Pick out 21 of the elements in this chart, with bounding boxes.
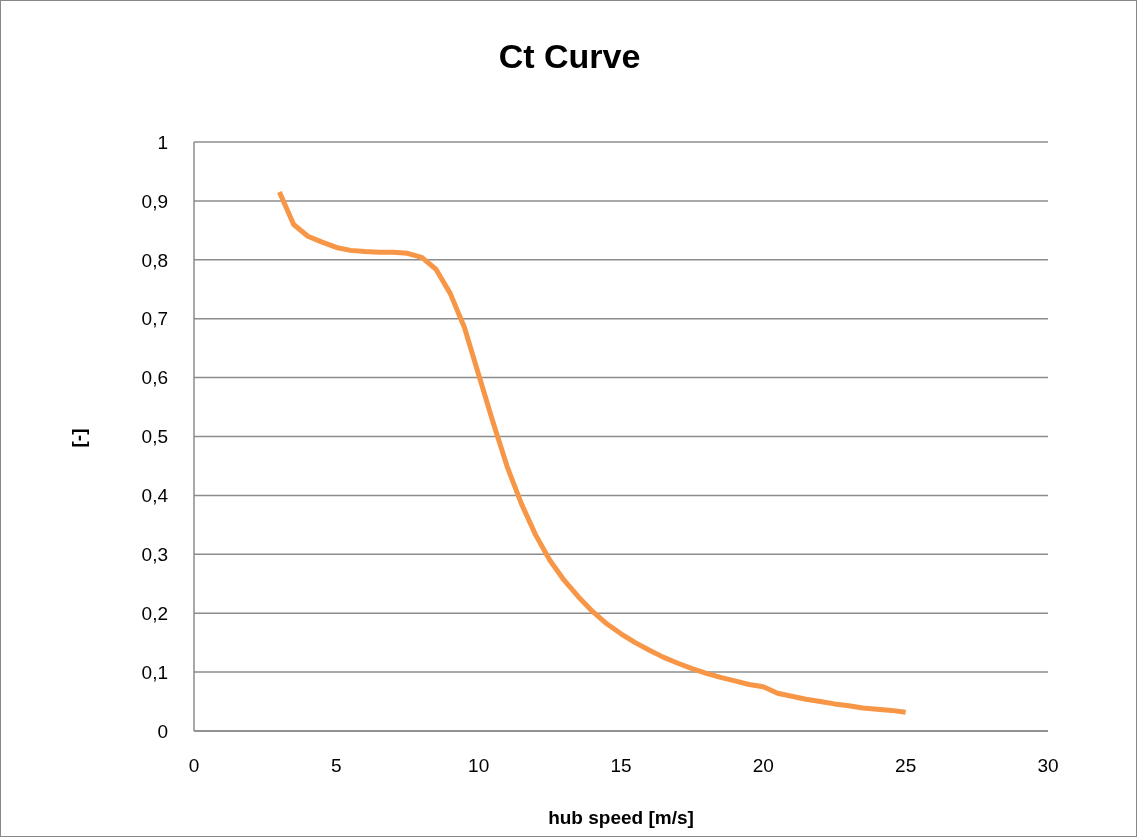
y-tick-label: 0,7 — [141, 308, 168, 330]
y-tick-label: 0 — [157, 720, 168, 742]
y-tick-label: 0,6 — [141, 367, 168, 389]
x-axis-title: hub speed [m/s] — [548, 807, 694, 828]
chart-title: Ct Curve — [497, 37, 642, 76]
x-tick-label: 0 — [188, 755, 200, 777]
x-tick-label: 25 — [895, 755, 917, 777]
y-tick-label: 0,9 — [141, 190, 168, 212]
y-tick-label: 0,4 — [141, 485, 169, 507]
x-tick-label: 15 — [610, 755, 632, 777]
x-tick-label: 30 — [1037, 755, 1059, 777]
y-tick-label: 0,5 — [141, 426, 168, 448]
y-tick-label: 1 — [157, 131, 168, 153]
y-tick-label: 0,2 — [141, 602, 168, 624]
y-tick-label: 0,3 — [141, 544, 168, 566]
y-axis-title: [-] — [68, 428, 90, 448]
x-tick-label: 20 — [752, 755, 774, 777]
x-tick-label: 10 — [468, 755, 490, 777]
x-tick-label: 5 — [331, 755, 342, 777]
y-tick-label: 0,1 — [141, 661, 168, 683]
y-tick-label: 0,8 — [141, 249, 168, 271]
